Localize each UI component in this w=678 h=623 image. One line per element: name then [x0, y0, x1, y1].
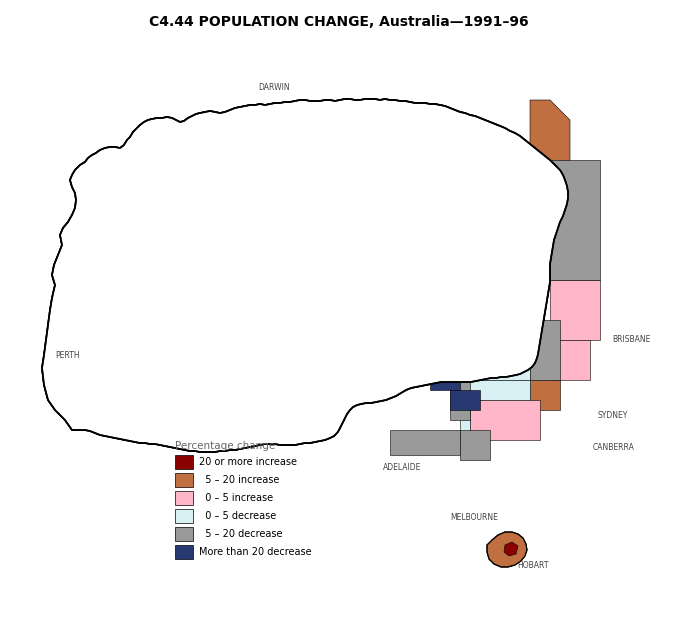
Polygon shape — [72, 240, 115, 295]
Polygon shape — [450, 375, 470, 420]
Polygon shape — [72, 215, 200, 240]
Polygon shape — [550, 340, 590, 380]
Bar — [175, 491, 193, 505]
Polygon shape — [400, 240, 450, 295]
Text: 0 – 5 decrease: 0 – 5 decrease — [199, 511, 276, 521]
Polygon shape — [72, 295, 115, 330]
Text: 5 – 20 increase: 5 – 20 increase — [199, 475, 279, 485]
Text: DARWIN: DARWIN — [258, 82, 290, 92]
Text: Percentage change: Percentage change — [175, 441, 275, 451]
Text: 20 or more increase: 20 or more increase — [199, 457, 297, 467]
Polygon shape — [530, 380, 560, 410]
Polygon shape — [550, 280, 600, 340]
Polygon shape — [460, 430, 490, 460]
Polygon shape — [470, 400, 540, 440]
Polygon shape — [450, 310, 530, 380]
Text: PERTH: PERTH — [55, 351, 79, 359]
Text: More than 20 decrease: More than 20 decrease — [199, 547, 312, 557]
Polygon shape — [530, 320, 560, 380]
Polygon shape — [504, 542, 518, 556]
Polygon shape — [460, 380, 530, 400]
Text: HOBART: HOBART — [517, 561, 549, 571]
Text: MELBOURNE: MELBOURNE — [450, 513, 498, 521]
Polygon shape — [200, 160, 270, 215]
Polygon shape — [72, 330, 108, 380]
Text: 5 – 20 decrease: 5 – 20 decrease — [199, 529, 283, 539]
Polygon shape — [460, 160, 530, 220]
Text: ADELAIDE: ADELAIDE — [383, 464, 421, 472]
Polygon shape — [460, 400, 470, 440]
Bar — [175, 455, 193, 469]
Polygon shape — [430, 350, 460, 390]
Polygon shape — [115, 355, 200, 375]
Bar — [175, 473, 193, 487]
Polygon shape — [115, 240, 400, 295]
Polygon shape — [72, 380, 108, 410]
Polygon shape — [115, 295, 200, 355]
Polygon shape — [115, 375, 260, 410]
Text: SYDNEY: SYDNEY — [598, 411, 629, 419]
Text: 0 – 5 increase: 0 – 5 increase — [199, 493, 273, 503]
Text: C4.44 POPULATION CHANGE, Australia—1991–96: C4.44 POPULATION CHANGE, Australia—1991–… — [149, 15, 529, 29]
Polygon shape — [160, 410, 240, 440]
Polygon shape — [487, 532, 527, 567]
Polygon shape — [42, 99, 568, 452]
Polygon shape — [260, 310, 400, 375]
Polygon shape — [240, 405, 280, 440]
Bar — [175, 527, 193, 541]
Polygon shape — [200, 355, 255, 375]
Polygon shape — [100, 390, 130, 415]
Polygon shape — [260, 295, 400, 375]
Polygon shape — [450, 160, 530, 240]
Polygon shape — [530, 100, 570, 180]
Polygon shape — [42, 99, 568, 452]
Bar — [175, 509, 193, 523]
Text: CANBERRA: CANBERRA — [593, 442, 635, 452]
Text: BRISBANE: BRISBANE — [612, 336, 650, 345]
Polygon shape — [450, 240, 530, 310]
Polygon shape — [400, 295, 450, 375]
Polygon shape — [530, 160, 600, 280]
Polygon shape — [72, 200, 130, 215]
Bar — [175, 545, 193, 559]
Polygon shape — [72, 410, 160, 430]
Polygon shape — [390, 430, 460, 455]
Polygon shape — [400, 130, 460, 240]
Polygon shape — [270, 130, 400, 210]
Polygon shape — [450, 390, 480, 410]
